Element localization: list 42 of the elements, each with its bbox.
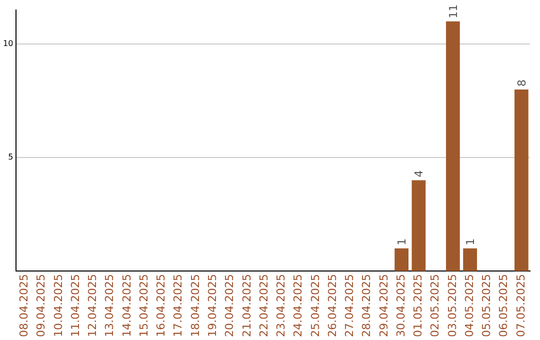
data-label: 4 xyxy=(412,170,426,178)
data-label: 1 xyxy=(464,238,478,246)
x-tick-label: 22.04.2025 xyxy=(257,274,270,338)
x-tick-label: 11.04.2025 xyxy=(68,274,82,338)
x-tick-label: 28.04.2025 xyxy=(360,274,374,338)
x-tick-label: 09.04.2025 xyxy=(34,274,48,338)
x-tick-label: 10.04.2025 xyxy=(52,274,65,338)
x-tick-label: 15.04.2025 xyxy=(137,274,150,338)
x-tick-label: 23.04.2025 xyxy=(274,274,288,338)
y-tick-label: 5 xyxy=(8,152,14,162)
x-tick-label: 29.04.2025 xyxy=(377,274,390,338)
y-tick-label: 10 xyxy=(2,39,14,48)
data-label: 11 xyxy=(446,4,460,18)
data-label: 8 xyxy=(515,79,528,86)
x-tick-label: 12.04.2025 xyxy=(86,274,100,338)
x-tick-label: 26.04.2025 xyxy=(326,274,339,338)
x-tick-label: 17.04.2025 xyxy=(172,274,185,338)
x-tick-label: 07.05.2025 xyxy=(514,274,528,338)
x-tick-label: 18.04.2025 xyxy=(188,274,202,338)
bar xyxy=(514,89,528,272)
bar xyxy=(394,248,408,272)
bar xyxy=(463,248,477,272)
x-tick-label: 01.05.2025 xyxy=(412,274,425,338)
x-tick-label: 04.05.2025 xyxy=(462,274,476,338)
x-tick-label: 16.04.2025 xyxy=(154,274,168,338)
x-tick-label: 13.04.2025 xyxy=(103,274,116,338)
x-tick-label: 30.04.2025 xyxy=(394,274,408,338)
x-tick-label: 08.04.2025 xyxy=(18,274,31,338)
x-tick-label: 14.04.2025 xyxy=(120,274,134,338)
x-tick-label: 20.04.2025 xyxy=(223,274,236,338)
data-label: 1 xyxy=(396,238,409,246)
x-tick-label: 06.05.2025 xyxy=(497,274,510,338)
x-tick-label: 05.05.2025 xyxy=(480,274,494,338)
x-tick-label: 03.05.2025 xyxy=(446,274,459,338)
x-tick-label: 19.04.2025 xyxy=(206,274,220,338)
x-tick-label: 25.04.2025 xyxy=(308,274,322,338)
x-tick-label: 02.05.2025 xyxy=(428,274,442,338)
x-tick-label: 24.04.2025 xyxy=(292,274,305,338)
bar xyxy=(412,180,426,272)
x-tick-label: 21.04.2025 xyxy=(240,274,254,338)
x-tick-label: 27.04.2025 xyxy=(343,274,356,338)
bar xyxy=(446,21,460,272)
